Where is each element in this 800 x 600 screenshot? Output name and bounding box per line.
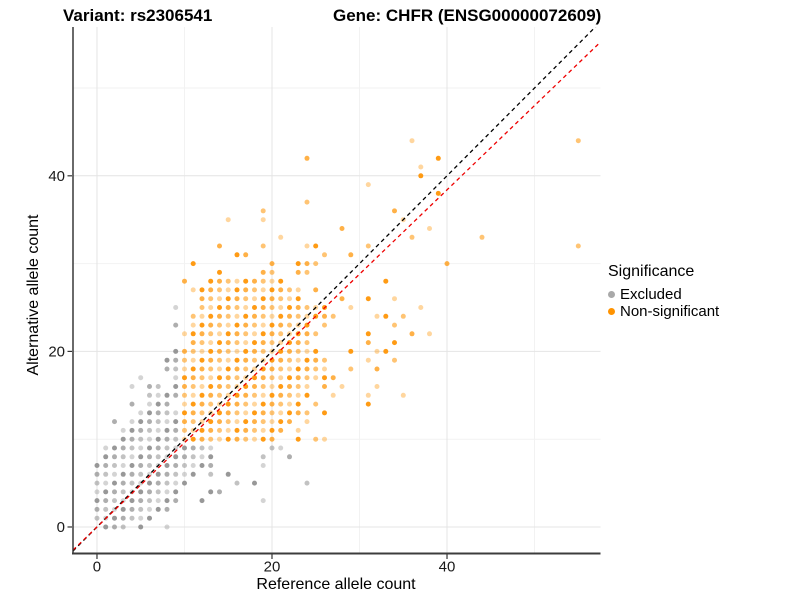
svg-text:20: 20	[264, 559, 281, 576]
y-axis-title: Alternative allele count	[25, 214, 42, 376]
non-significant-dot-icon	[608, 308, 615, 315]
svg-text:40: 40	[48, 168, 65, 185]
svg-text:0: 0	[57, 519, 65, 536]
legend-label-nonsignificant: Non-significant	[620, 303, 720, 320]
x-axis-title: Reference allele count	[256, 576, 416, 593]
legend: Significance Excluded Non-significant	[608, 263, 719, 320]
svg-text:40: 40	[439, 559, 456, 576]
legend-item-excluded: Excluded	[608, 286, 719, 303]
svg-text:20: 20	[48, 344, 65, 361]
plot-title-variant: Variant: rs2306541	[63, 6, 213, 25]
legend-item-nonsignificant: Non-significant	[608, 303, 719, 320]
svg-text:0: 0	[93, 559, 101, 576]
legend-title: Significance	[608, 263, 695, 280]
plot-title-gene: Gene: CHFR (ENSG00000072609)	[333, 6, 602, 25]
legend-label-excluded: Excluded	[620, 286, 682, 303]
excluded-dot-icon	[608, 291, 615, 298]
